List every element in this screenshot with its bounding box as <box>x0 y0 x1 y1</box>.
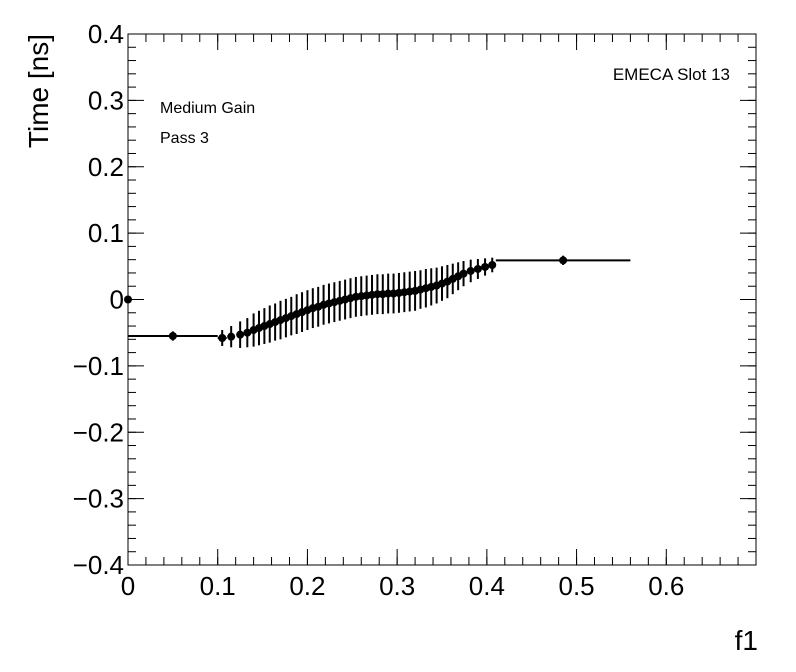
error-bars <box>127 255 631 348</box>
x-tick-label: 0.1 <box>200 571 236 601</box>
y-tick-label: 0.4 <box>88 19 124 49</box>
data-point <box>124 295 132 304</box>
x-tick-label: 0 <box>121 571 135 601</box>
annotation-gain: Medium Gain <box>160 100 255 117</box>
annotation-pass: Pass 3 <box>160 130 209 147</box>
data-point <box>473 264 482 273</box>
data-point <box>243 328 252 337</box>
x-tick-label: 0.5 <box>558 571 594 601</box>
data-point <box>466 266 475 275</box>
data-point <box>218 333 227 342</box>
x-tick-label: 0.4 <box>469 571 505 601</box>
y-tick-label: −0.3 <box>73 484 124 514</box>
y-tick-label: −0.1 <box>73 351 124 381</box>
x-tick-label: 0.6 <box>648 571 684 601</box>
y-axis-title: Time [ns] <box>23 34 54 148</box>
data-point <box>559 256 568 265</box>
y-tick-label: −0.2 <box>73 417 124 447</box>
data-point <box>481 262 490 271</box>
y-tick-label: 0.3 <box>88 85 124 115</box>
y-tick-label: 0.1 <box>88 218 124 248</box>
x-tick-label: 0.3 <box>379 571 415 601</box>
data-point <box>227 332 236 341</box>
x-axis-title: f1 <box>735 625 758 656</box>
data-point <box>236 330 245 339</box>
y-tick-labels: −0.4 −0.3 −0.2 −0.1 0 0.1 0.2 0.3 0.4 <box>73 19 124 580</box>
data-point <box>459 269 468 278</box>
y-tick-label: 0 <box>110 285 124 315</box>
x-tick-labels: 0 0.1 0.2 0.3 0.4 0.5 0.6 <box>121 571 685 601</box>
annotation-top-right: EMECA Slot 13 <box>613 65 730 84</box>
y-tick-label: 0.2 <box>88 152 124 182</box>
data-markers <box>124 256 568 342</box>
y-tick-label: −0.4 <box>73 550 124 580</box>
data-point <box>488 260 497 269</box>
x-tick-label: 0.2 <box>289 571 325 601</box>
data-point <box>168 332 177 341</box>
